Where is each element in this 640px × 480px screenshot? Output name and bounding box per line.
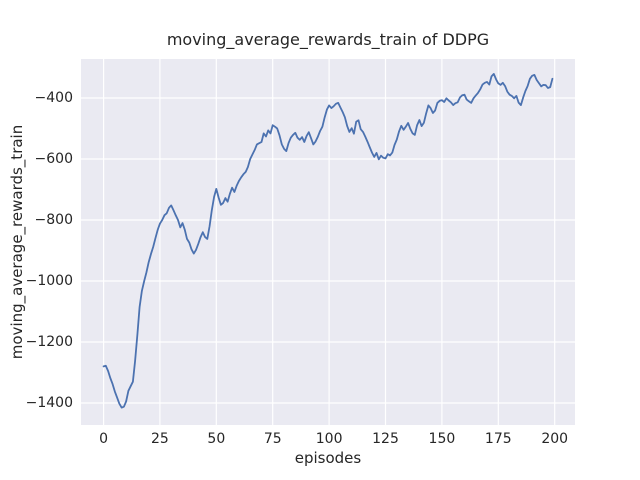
x-tick-label: 150 xyxy=(428,431,456,447)
x-tick-label: 100 xyxy=(315,431,343,447)
chart-title: moving_average_rewards_train of DDPG xyxy=(166,30,490,49)
series-line xyxy=(102,72,554,409)
plot-area xyxy=(81,59,575,425)
x-tick-label: 0 xyxy=(99,431,108,447)
y-tick-label: −600 xyxy=(34,151,73,168)
y-tick-label: −1400 xyxy=(25,395,73,412)
y-tick-label: −400 xyxy=(34,90,73,107)
x-axis-label: episodes xyxy=(294,449,362,467)
y-tick-label: −1000 xyxy=(25,273,73,290)
y-tick-label: −800 xyxy=(34,212,73,229)
line-chart xyxy=(81,59,575,425)
x-tick-label: 25 xyxy=(151,431,169,447)
x-tick-label: 75 xyxy=(263,431,282,447)
x-tick-label: 125 xyxy=(372,431,399,447)
x-tick-label: 175 xyxy=(484,431,512,447)
y-tick-label: −1200 xyxy=(25,334,73,351)
x-tick-label: 200 xyxy=(541,431,569,447)
x-tick-label: 50 xyxy=(207,431,226,447)
